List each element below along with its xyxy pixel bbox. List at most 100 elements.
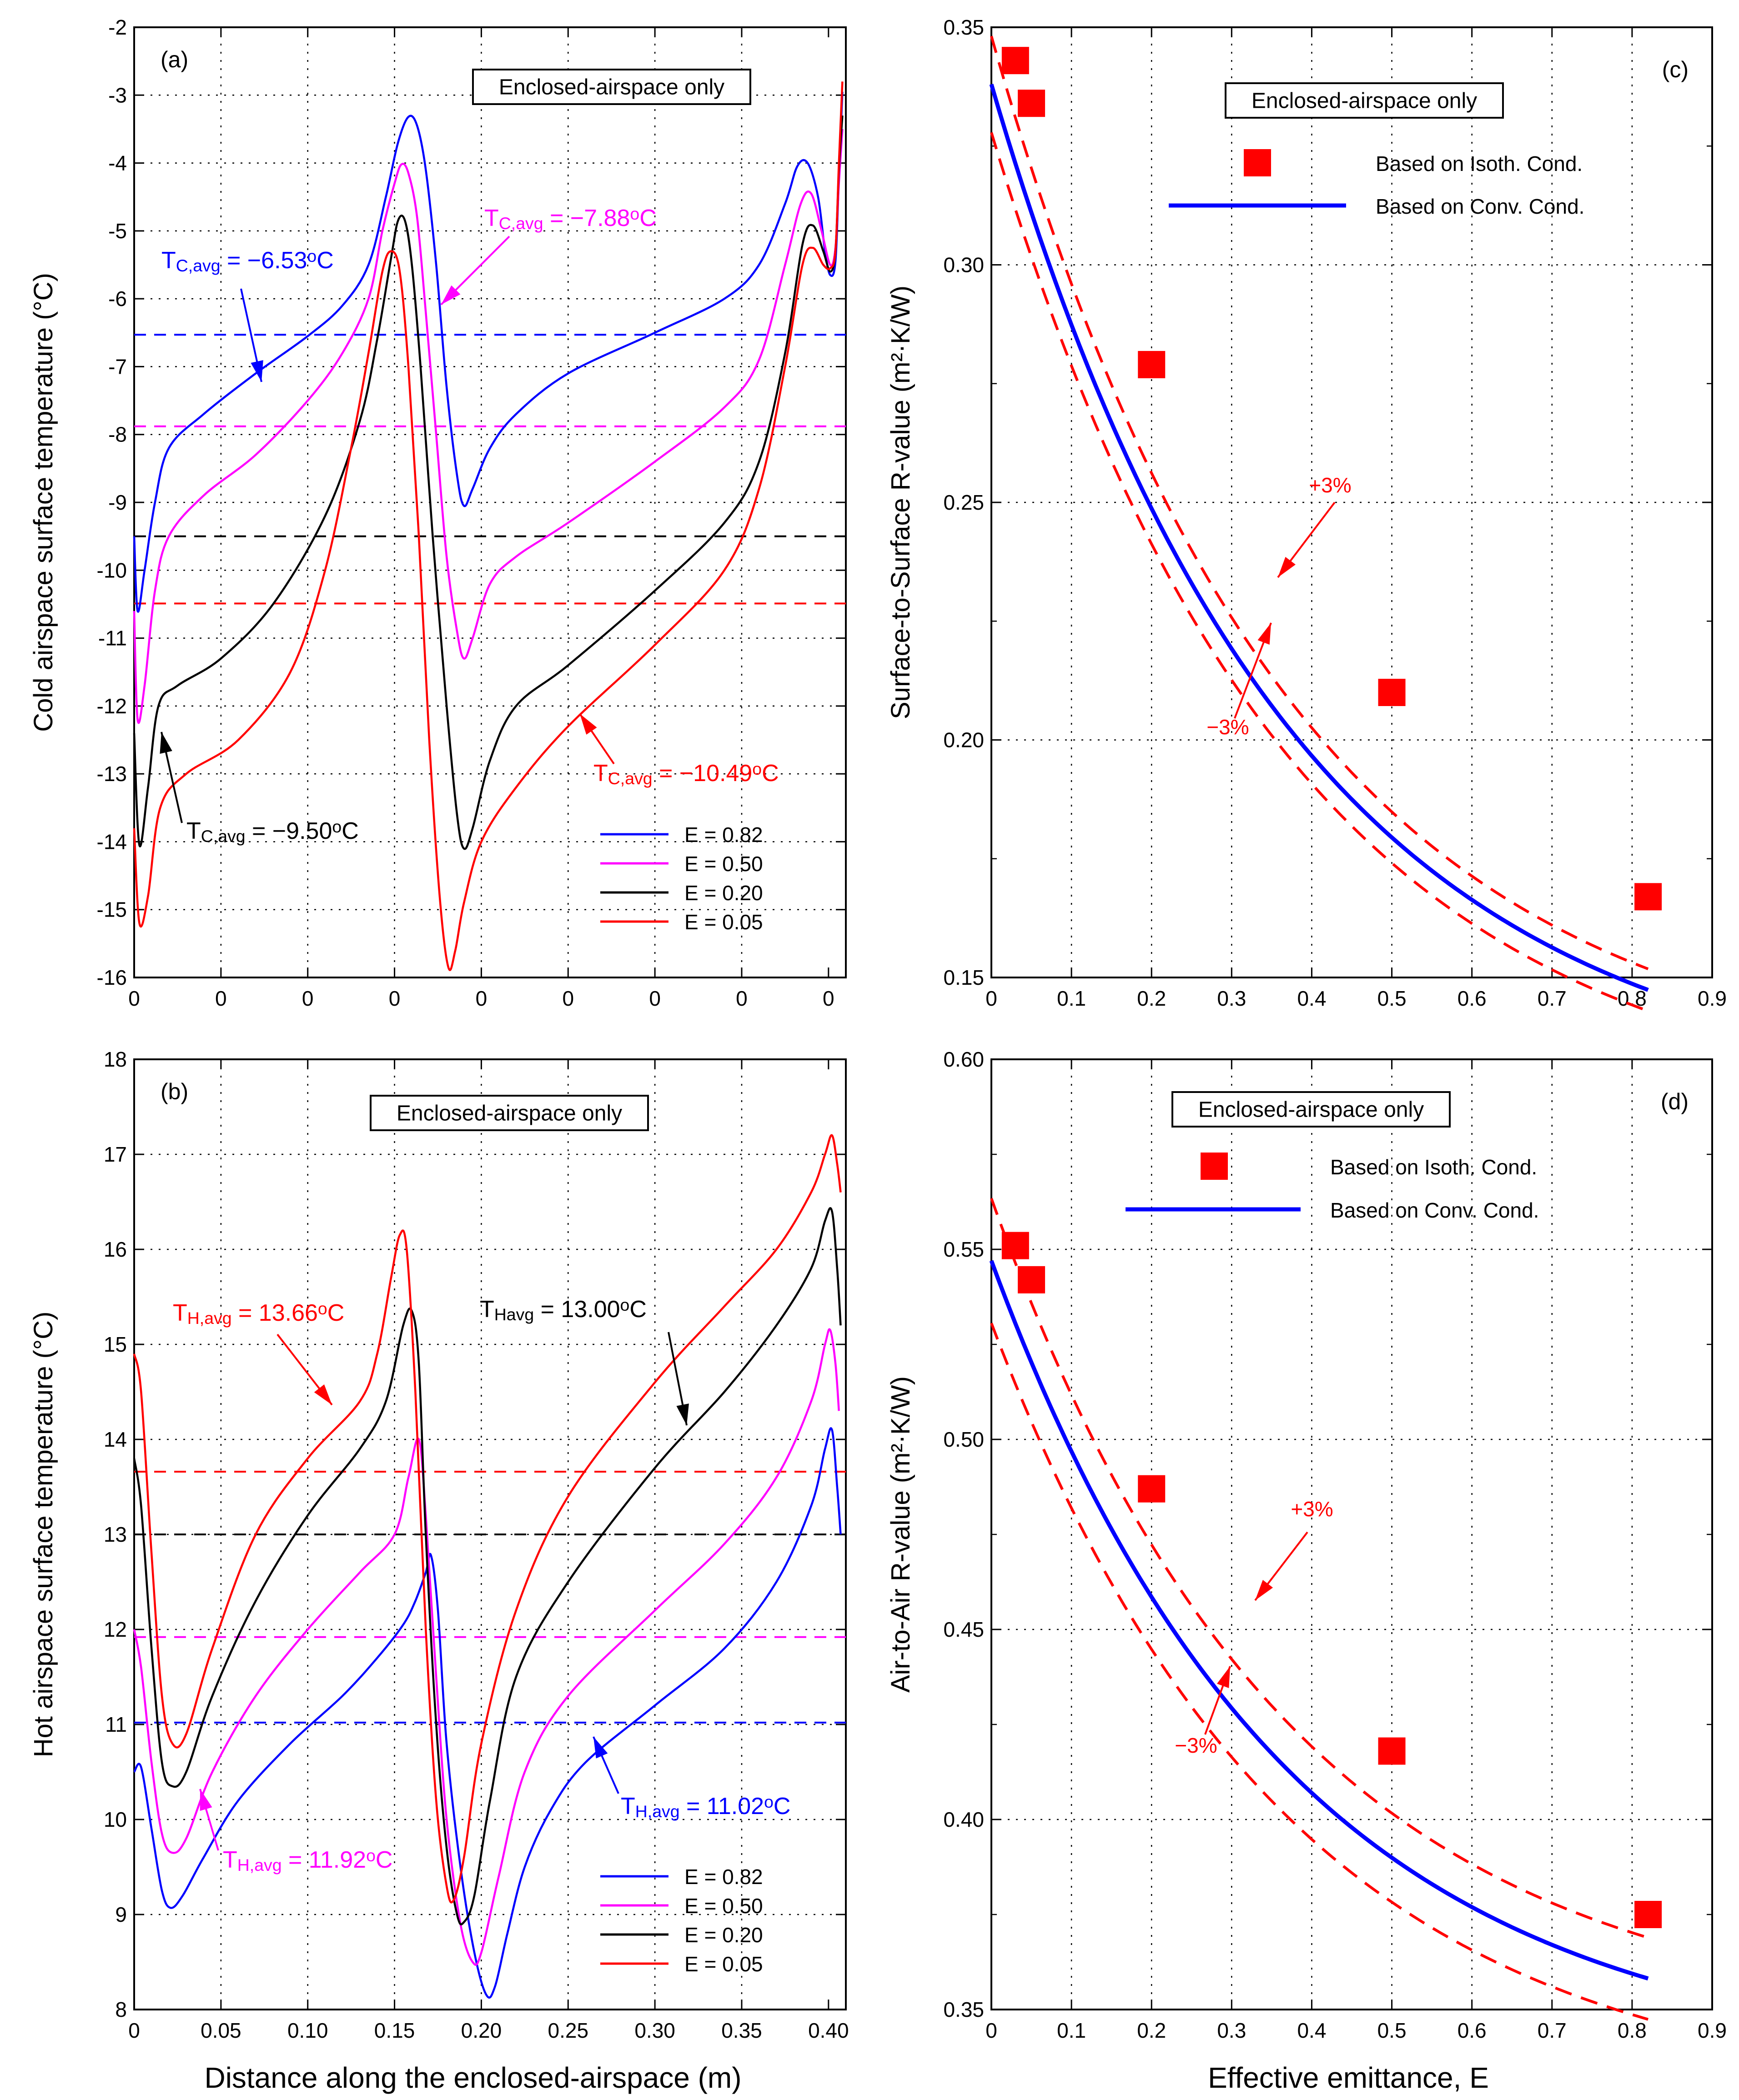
annotation-arrow-blue-head (251, 360, 263, 382)
y-tick-label: 0.25 (943, 491, 984, 514)
legend-marker-isoth (1201, 1153, 1228, 1180)
isoth-cond-marker (1378, 679, 1406, 706)
series-line-magenta (133, 129, 844, 724)
plot-area (133, 81, 846, 971)
isoth-cond-marker (1138, 1475, 1166, 1503)
x-tick-label: 0 (562, 987, 574, 1010)
y-tick-label: 18 (104, 1047, 127, 1071)
x-tick-label: 0.10 (287, 2019, 328, 2042)
isoth-cond-marker (1634, 1901, 1662, 1928)
y-tick-label: 0.15 (943, 966, 984, 989)
annotation-arrow-blue-head (593, 1737, 608, 1759)
x-tick-label: 0.8 (1618, 2019, 1647, 2042)
legend-entry: E = 0.20 (684, 881, 763, 905)
isoth-cond-marker (1634, 883, 1662, 911)
y-tick-label: 0.45 (943, 1618, 984, 1641)
annotation-arrow-blue (240, 288, 263, 382)
y-tick-label: 8 (115, 1998, 127, 2021)
x-tick-label: 0 (823, 987, 834, 1010)
panel-label: (c) (1662, 57, 1689, 82)
annotation-arrow-black (160, 732, 183, 823)
title-box-label: Enclosed-airspace only (397, 1102, 622, 1126)
plot-frame (990, 26, 1713, 978)
x-tick-label: 0.8 (1618, 987, 1647, 1010)
y-tick-label: 0.50 (943, 1428, 984, 1451)
x-tick-label: 0 (985, 987, 997, 1010)
title-box-label: Enclosed-airspace only (1198, 1098, 1424, 1122)
panel-label: (b) (161, 1079, 188, 1104)
annotation-arrow-black-head (160, 732, 172, 754)
annotation-arrow-blue (593, 1736, 619, 1794)
band-minus-3-line (990, 132, 1649, 1012)
plot-area (133, 1134, 846, 1999)
x-axis-label-left: Distance along the enclosed-airspace (m) (204, 2061, 741, 2094)
annotation-label-magenta: TC,avg = −7.88oC (484, 204, 657, 233)
band-arrow-plus (1277, 501, 1336, 578)
annotation-label-black: THavg = 13.00oC (480, 1295, 647, 1324)
y-tick-label: 17 (104, 1143, 127, 1166)
y-tick-label: 9 (115, 1903, 127, 1926)
x-tick-label: 0 (476, 987, 488, 1010)
x-tick-label: 0.35 (721, 2019, 762, 2042)
y-tick-label: -11 (98, 626, 127, 650)
annotation-label-red: TC,avg = −10.49oC (593, 759, 779, 788)
series-line-magenta (133, 1328, 840, 1966)
title-box-label: Enclosed-airspace only (499, 75, 724, 100)
x-tick-label: 0.7 (1538, 2019, 1567, 2042)
grid: 0 0 0 0 0 0 0 0 0-16-15-14-13-12-11-10-9-8-7-6-5… (97, 15, 846, 1010)
series-line-red (133, 81, 844, 971)
y-tick-label: 0.20 (943, 728, 984, 752)
isoth-cond-marker (1378, 1737, 1406, 1765)
y-tick-label: -14 (97, 830, 127, 853)
legend-entry: E = 0.50 (684, 852, 763, 876)
x-tick-label: 0.4 (1297, 987, 1326, 1010)
band-arrow-minus (1204, 1666, 1231, 1735)
x-tick-label: 0.05 (201, 2019, 241, 2042)
title-box-label: Enclosed-airspace only (1251, 89, 1477, 113)
x-tick-label: 0.3 (1217, 987, 1246, 1010)
isoth-cond-marker (1001, 1232, 1029, 1259)
x-tick-label: 0 (649, 987, 661, 1010)
legend-entry: E = 0.05 (684, 1952, 763, 1976)
x-tick-label: 0 (302, 987, 314, 1010)
title-box-label-frame (1225, 82, 1504, 119)
legend-entry: E = 0.20 (684, 1923, 763, 1947)
band-arrow-minus (1234, 622, 1272, 719)
legend: Based on Isoth. Cond. Based on Conv. Cond… (1126, 1153, 1539, 1222)
grid: 0 0.1 0.2 0.3 0.4 0.5 0.6 0.7 0.8 0.9 0.35 0.40 0.45… (943, 1047, 1727, 2042)
band-arrow-plus-head (1278, 556, 1296, 577)
series-line-blue (133, 91, 844, 613)
legend-entry: Based on Isoth. Cond. (1376, 152, 1583, 175)
x-tick-label: 0 (215, 987, 227, 1010)
legend-entry: Based on Conv. Cond. (1330, 1198, 1539, 1222)
annotation-arrow-black-head (676, 1403, 689, 1425)
y-tick-label: -7 (108, 355, 127, 378)
panel-c-surface-to-surface-r-value: 0 0.1 0.2 0.3 0.4 0.5 0.6 0.7 0.8 0.9 0.15 0.20 0.25… (886, 15, 1727, 1012)
annotation-arrow-red-head (580, 714, 597, 735)
x-tick-label: 0.6 (1458, 2019, 1487, 2042)
legend-entry: Based on Conv. Cond. (1376, 195, 1584, 218)
isoth-cond-marker (1018, 1266, 1045, 1293)
y-tick-label: 10 (104, 1808, 127, 1831)
x-tick-label: 0.4 (1297, 2019, 1326, 2042)
legend-entry: E = 0.82 (684, 1865, 763, 1889)
y-axis-label: Surface-to-Surface R-value (m²·K/W) (886, 286, 915, 719)
isoth-cond-marker (1138, 351, 1166, 378)
y-tick-label: 12 (104, 1618, 127, 1641)
y-tick-label: -13 (97, 762, 127, 786)
plot-frame (133, 26, 847, 978)
panel-a-cold-surface-temperature: 0 0 0 0 0 0 0 0 0-16-15-14-13-12-11-10-9-8-7-6-5… (29, 15, 847, 1010)
x-axis-label-right: Effective emittance, E (1208, 2061, 1489, 2094)
x-tick-label: 0.9 (1698, 987, 1727, 1010)
y-tick-label: -3 (108, 83, 127, 107)
x-tick-label: 0.3 (1217, 2019, 1246, 2042)
conv-cond-curve (989, 1260, 1649, 1981)
band-arrow-plus-head (1255, 1579, 1273, 1600)
x-tick-label: 0.30 (634, 2019, 675, 2042)
panel-d-air-to-air-r-value: 0 0.1 0.2 0.3 0.4 0.5 0.6 0.7 0.8 0.9 0.35 0.40 0.45… (886, 1047, 1727, 2042)
band-label-plus: +3% (1309, 473, 1351, 497)
legend: Based on Isoth. Cond. Based on Conv. Cond… (1169, 149, 1584, 218)
y-tick-label: 16 (104, 1238, 127, 1261)
band-arrow-minus-head (1217, 1666, 1230, 1689)
legend-entry: E = 0.05 (684, 910, 763, 934)
